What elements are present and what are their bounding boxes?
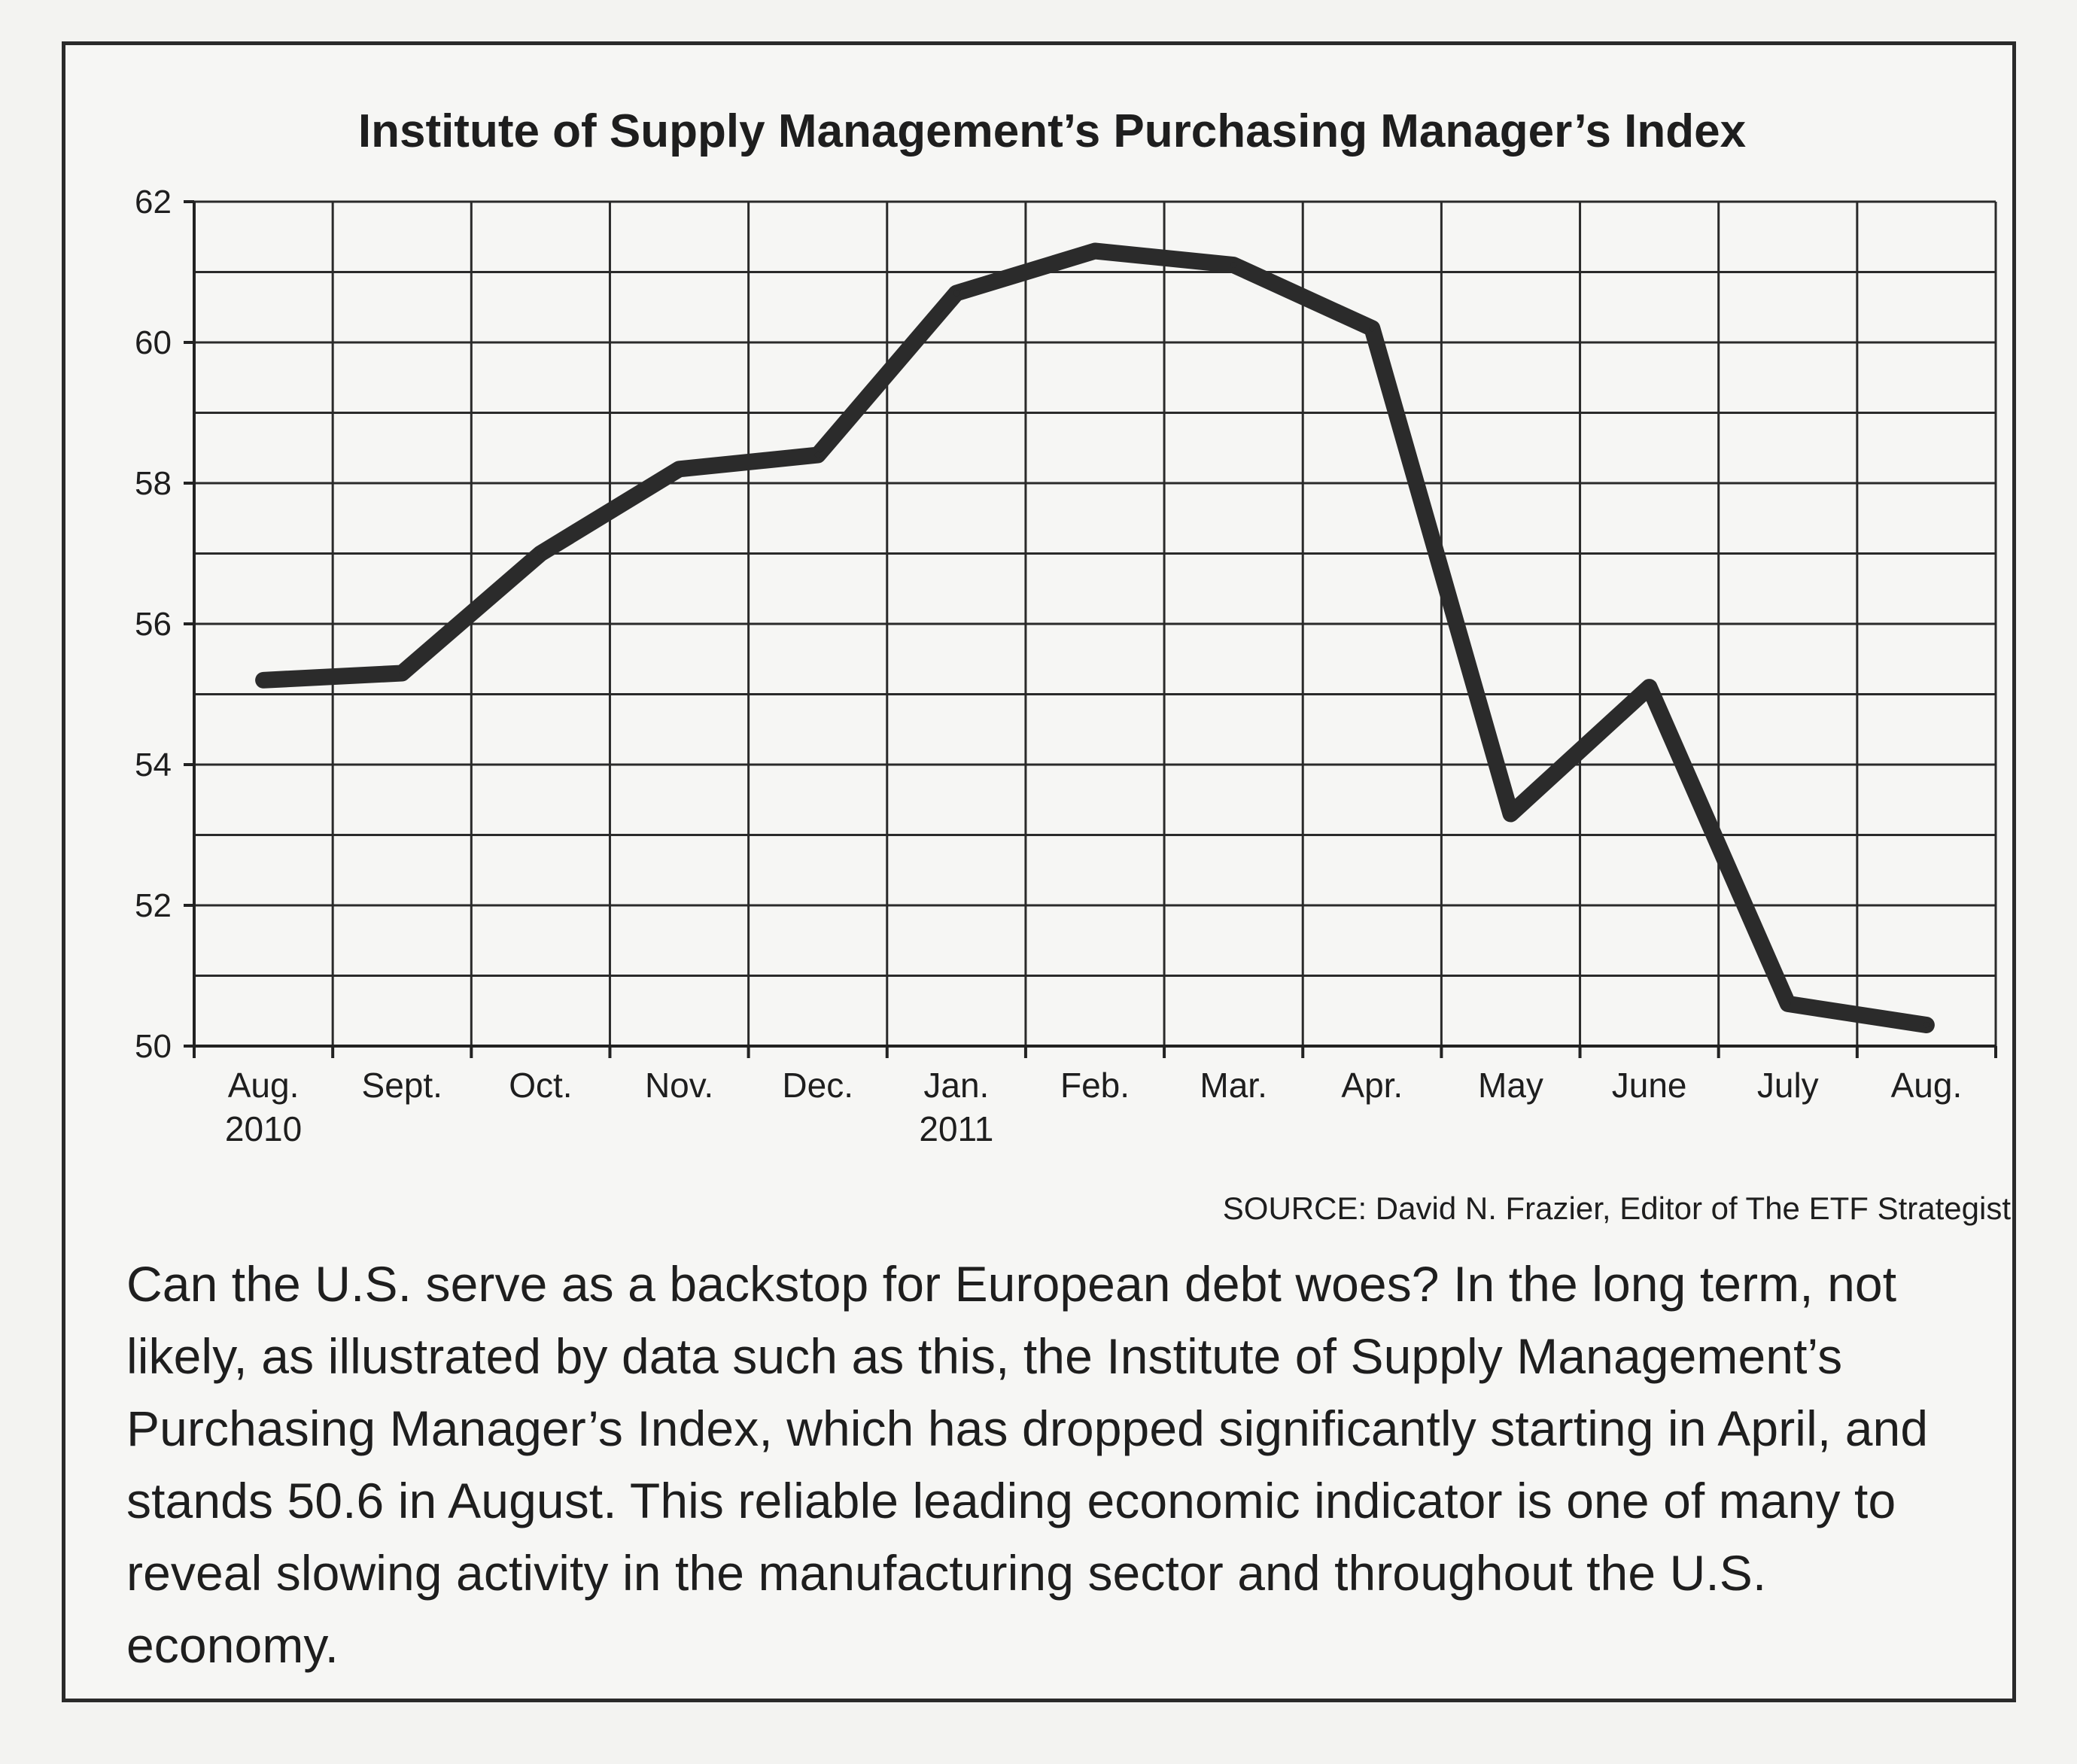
data-point [814, 452, 821, 458]
data-point [1230, 262, 1237, 269]
y-tick-label: 54 [135, 747, 172, 783]
chart-caption: Can the U.S. serve as a backstop for Eur… [126, 1256, 1929, 1673]
data-point [1092, 248, 1098, 254]
data-point [537, 550, 544, 557]
y-tick-label: 62 [135, 184, 172, 220]
x-tick-label: Oct. [509, 1066, 572, 1105]
x-tick-label: 2011 [919, 1109, 993, 1148]
x-tick-label: Mar. [1200, 1066, 1267, 1105]
x-tick-label: Jan. [923, 1066, 989, 1105]
pmi-series [255, 242, 1935, 1033]
pmi-line [255, 242, 1935, 1033]
y-tick-label: 60 [135, 324, 172, 361]
data-point [1646, 684, 1653, 691]
x-tick-label: July [1757, 1066, 1819, 1105]
x-tick-label: Sept. [362, 1066, 442, 1105]
data-point [260, 677, 267, 683]
x-tick-label: Nov. [645, 1066, 713, 1105]
y-tick-label: 50 [135, 1028, 172, 1065]
x-tick-label: June [1612, 1066, 1687, 1105]
data-point [1507, 811, 1514, 817]
data-point [399, 670, 406, 677]
data-point [676, 466, 683, 473]
x-tick-label: 2010 [225, 1109, 302, 1148]
x-tick-label: Apr. [1341, 1066, 1403, 1105]
y-axis-tick-labels: 50 52 54 56 58 60 62 [135, 184, 172, 1065]
x-tick-label: May [1478, 1066, 1543, 1105]
x-tick-label: Aug. [1891, 1066, 1963, 1105]
source-note: SOURCE: David N. Frazier, Editor of The … [1223, 1191, 2012, 1226]
x-tick-label: Aug. [228, 1066, 300, 1105]
data-point [1369, 325, 1376, 332]
chart-axes [184, 200, 1997, 1058]
y-tick-label: 56 [135, 606, 172, 643]
data-point [1923, 1021, 1930, 1028]
chart-title: Institute of Supply Management’s Purchas… [358, 105, 1747, 157]
x-axis-tick-labels: Aug. 2010 Sept. Oct. Nov. Dec. Jan. 2011 Feb. Mar… [225, 1066, 1962, 1148]
data-point [1784, 1000, 1791, 1007]
data-point [953, 290, 959, 297]
x-tick-label: Feb. [1060, 1066, 1130, 1105]
figure-frame [62, 41, 2016, 1702]
y-tick-label: 58 [135, 465, 172, 502]
x-tick-label: Dec. [782, 1066, 853, 1105]
y-tick-label: 52 [135, 887, 172, 924]
